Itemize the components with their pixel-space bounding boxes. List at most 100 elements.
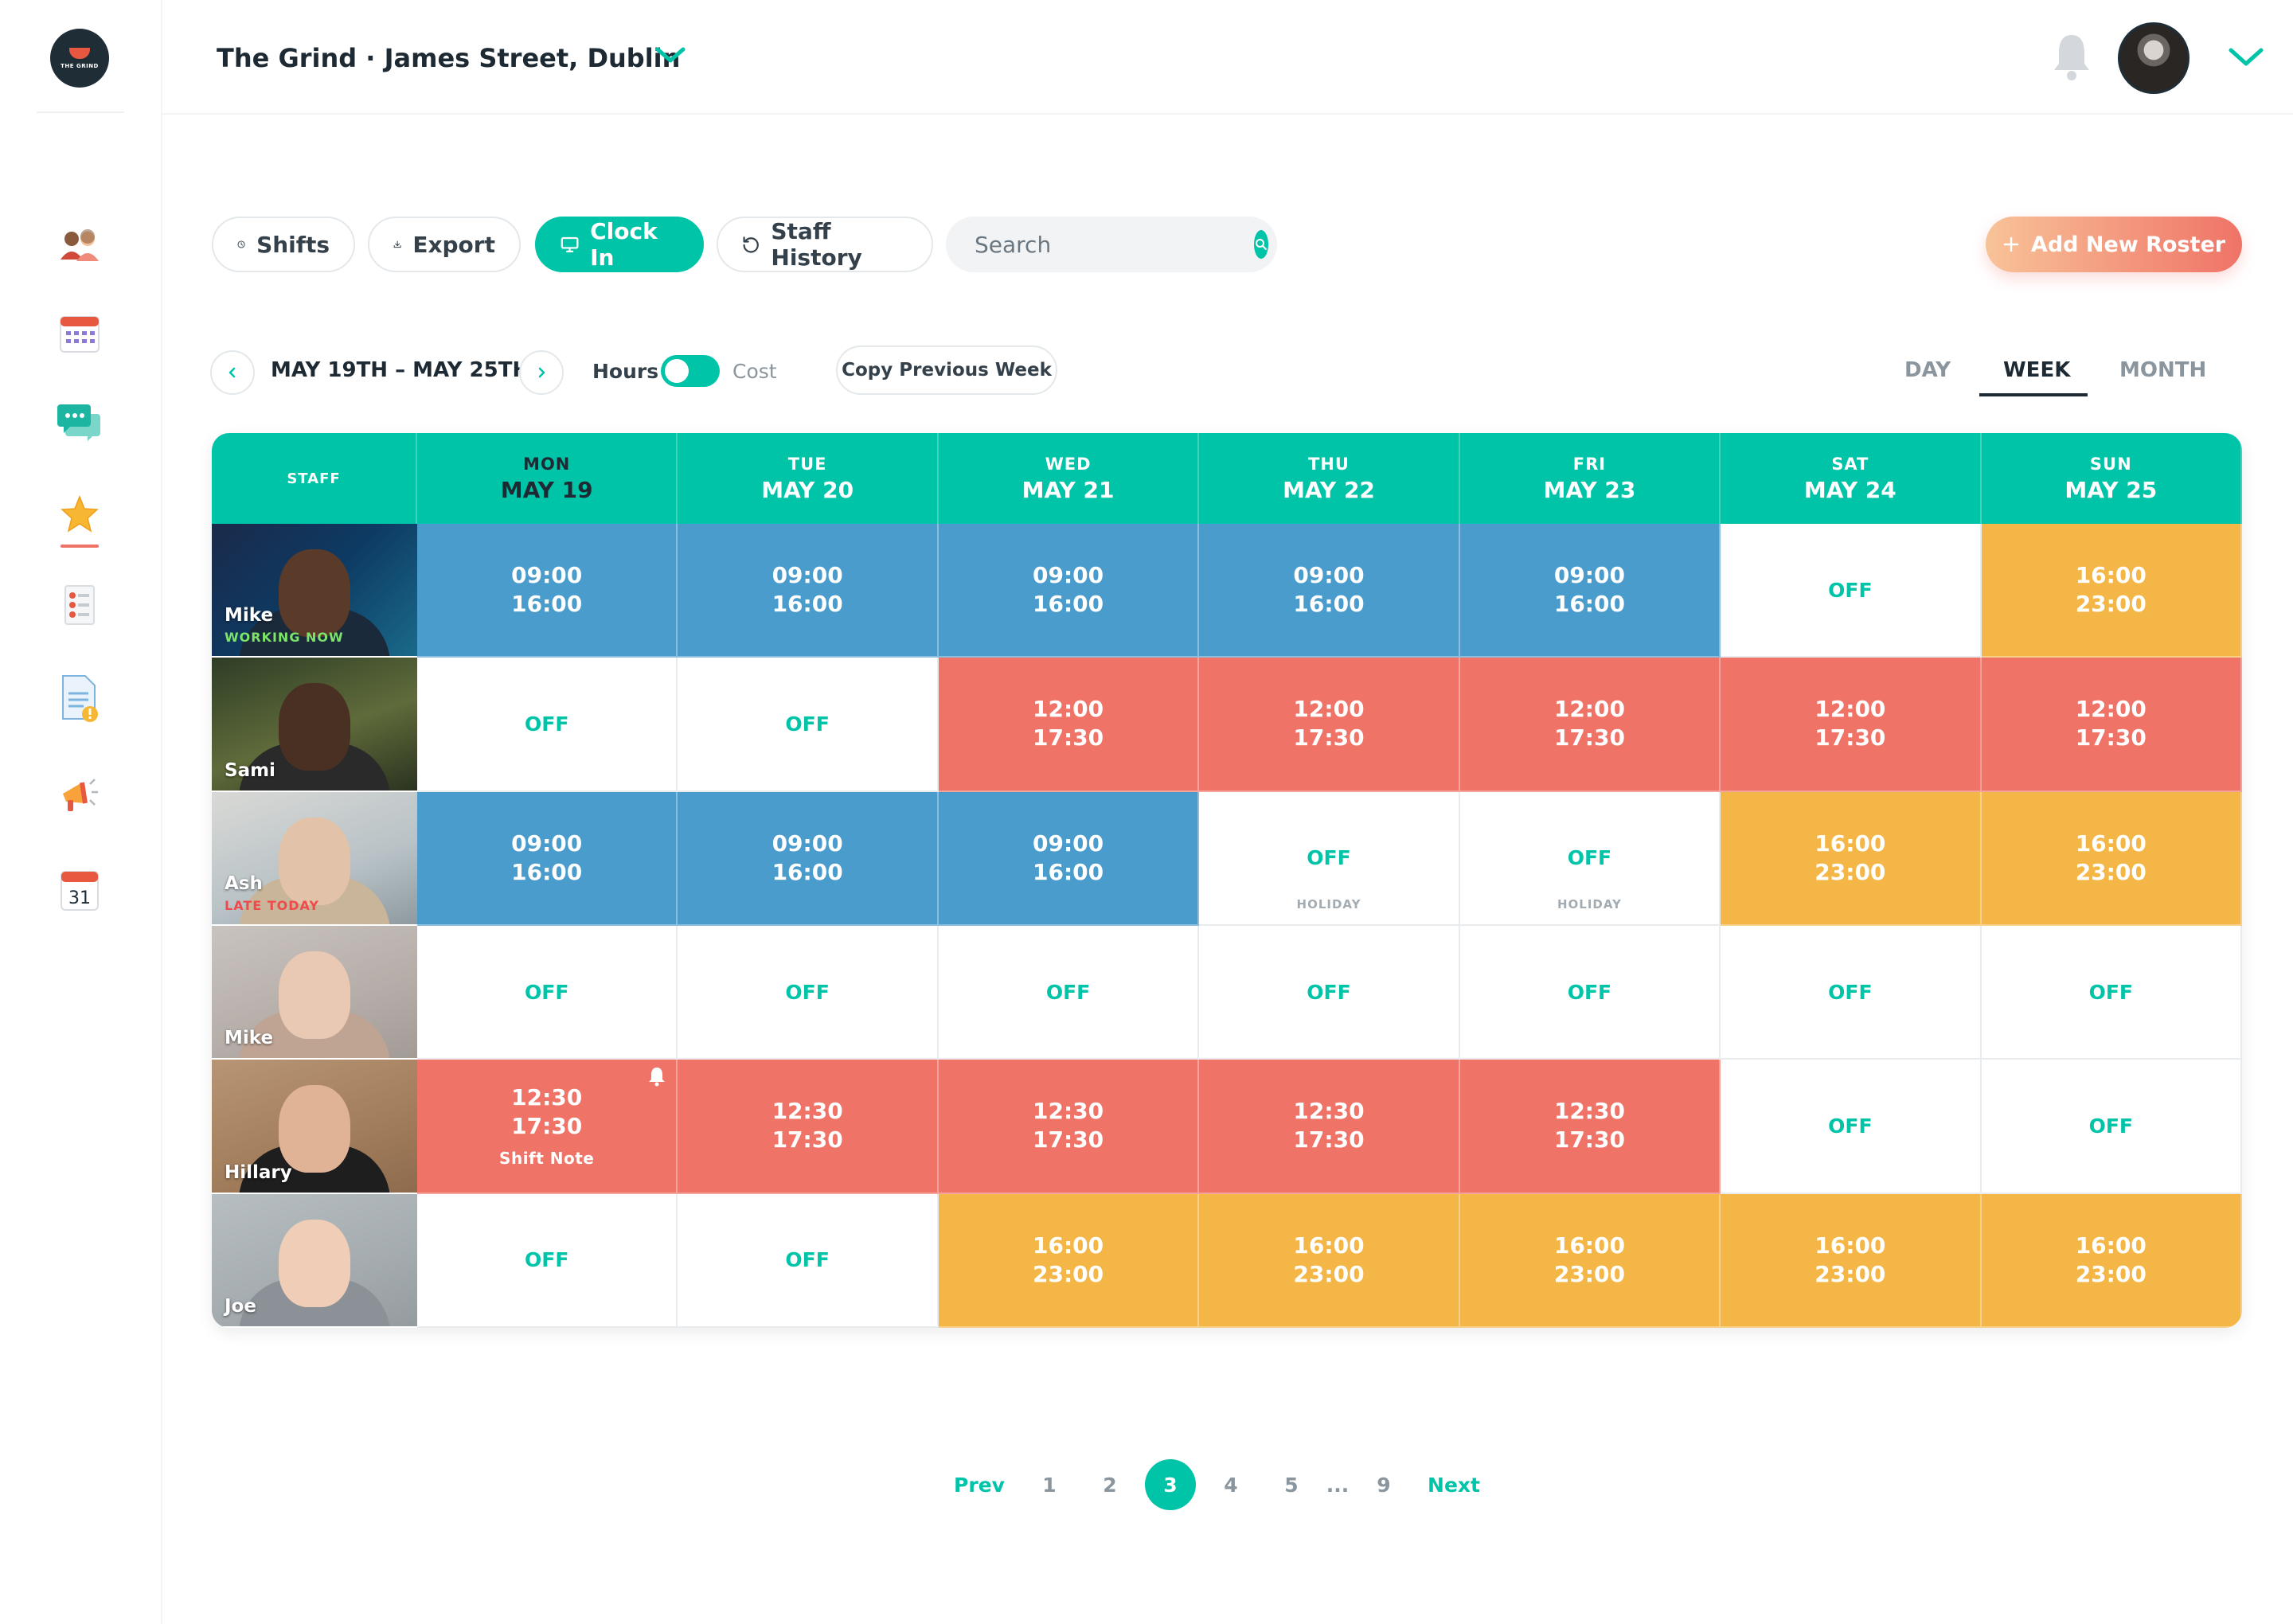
pagination-next[interactable]: Next — [1428, 1473, 1480, 1497]
staff-row-header[interactable]: Hillary — [212, 1060, 417, 1194]
sidebar-item-checklist[interactable] — [56, 583, 104, 627]
staff-row-header[interactable]: Ash LATE TODAY — [212, 791, 417, 926]
export-button[interactable]: Export — [368, 217, 521, 272]
shift-cell[interactable]: 09:00 16:00 — [417, 791, 678, 926]
sidebar-item-date[interactable]: 31 — [56, 868, 104, 912]
staff-row-header[interactable]: Mike WORKING NOW — [212, 524, 417, 658]
view-tab-day[interactable]: DAY — [1904, 358, 1951, 382]
shift-cell-off[interactable]: OFF — [678, 925, 939, 1060]
shift-cell[interactable]: 09:00 16:00 — [938, 791, 1200, 926]
shift-cell-off[interactable]: OFF — [1981, 1060, 2242, 1194]
shift-cell[interactable]: 09:00 16:00 — [1459, 524, 1721, 658]
user-avatar[interactable] — [2118, 22, 2189, 94]
search-input[interactable] — [973, 230, 1254, 259]
pagination-page-1[interactable]: 1 — [1042, 1473, 1057, 1497]
shift-cell[interactable]: 09:00 16:00 — [938, 524, 1200, 658]
staff-photo-head — [279, 683, 350, 771]
view-tab-month[interactable]: MONTH — [2119, 358, 2207, 382]
sidebar-item-staff[interactable] — [56, 223, 104, 267]
sidebar: THE GRIND — [0, 0, 162, 1624]
shift-cell[interactable]: 16:00 23:00 — [938, 1193, 1200, 1328]
pagination-prev[interactable]: Prev — [954, 1473, 1005, 1497]
shift-cell[interactable]: 16:00 23:00 — [1981, 524, 2242, 658]
shift-cell[interactable]: 12:30 17:30 — [1199, 1060, 1460, 1194]
staff-photo — [212, 791, 417, 924]
sidebar-item-announcements[interactable] — [56, 774, 104, 818]
view-tab-week[interactable]: WEEK — [2003, 358, 2071, 382]
brand-logo[interactable]: THE GRIND — [50, 29, 109, 88]
shift-cell[interactable]: 16:00 23:00 — [1721, 1193, 1982, 1328]
shifts-button[interactable]: Shifts — [212, 217, 355, 272]
off-label: OFF — [1567, 980, 1612, 1004]
shift-cell-off[interactable]: OFF HOLIDAY — [1459, 791, 1721, 926]
shift-cell-off[interactable]: OFF — [678, 658, 939, 792]
shift-cell[interactable]: 16:00 23:00 — [1199, 1193, 1460, 1328]
shift-end-time: 16:00 — [1293, 591, 1365, 618]
shift-start-time: 12:00 — [1032, 696, 1104, 723]
shift-cell[interactable]: 09:00 16:00 — [1199, 524, 1460, 658]
clock-in-button[interactable]: Clock In — [535, 217, 704, 272]
shift-cell-off[interactable]: OFF — [678, 1193, 939, 1328]
pagination-page-3[interactable]: 3 — [1145, 1459, 1196, 1510]
shift-cell[interactable]: 12:00 17:30 — [1981, 658, 2242, 792]
sidebar-item-calendar[interactable] — [56, 310, 104, 355]
staff-history-button[interactable]: Staff History — [717, 217, 933, 272]
staff-row-header[interactable]: Sami — [212, 658, 417, 792]
shift-cell-off[interactable]: OFF — [417, 658, 678, 792]
day-header-dow: THU — [1308, 454, 1350, 474]
shift-cell-off[interactable]: OFF — [1721, 524, 1982, 658]
next-week-button[interactable] — [519, 350, 564, 395]
shift-cell-off[interactable]: OFF — [1721, 925, 1982, 1060]
shift-cell-off[interactable]: OFF — [1721, 1060, 1982, 1194]
shift-cell[interactable]: 12:00 17:30 — [938, 658, 1200, 792]
day-header-sat: SAT MAY 24 — [1721, 433, 1982, 524]
staff-photo — [212, 524, 417, 657]
staff-row-header[interactable]: Joe — [212, 1193, 417, 1328]
shift-cell[interactable]: 09:00 16:00 — [417, 524, 678, 658]
shift-cell[interactable]: 09:00 16:00 — [678, 524, 939, 658]
previous-week-button[interactable] — [210, 350, 255, 395]
shift-cell[interactable]: 12:30 17:30 — [938, 1060, 1200, 1194]
pagination-page-5[interactable]: 5 — [1284, 1473, 1299, 1497]
profile-dropdown-chevron[interactable] — [2226, 43, 2266, 73]
shift-cell[interactable]: 16:00 23:00 — [1981, 791, 2242, 926]
shift-cell-off[interactable]: OFF — [1199, 925, 1460, 1060]
pagination: Prev 1 2 3 4 5... 9 Next — [939, 1457, 1494, 1513]
copy-previous-week-button[interactable]: Copy Previous Week — [836, 345, 1057, 395]
sidebar-item-messages[interactable] — [56, 400, 104, 444]
shift-cell[interactable]: 12:00 17:30 — [1721, 658, 1982, 792]
shift-cell[interactable]: 16:00 23:00 — [1459, 1193, 1721, 1328]
pagination-page-2[interactable]: 2 — [1103, 1473, 1117, 1497]
shift-cell[interactable]: 12:30 17:30 Shift Note — [417, 1060, 678, 1194]
search-button[interactable] — [1254, 230, 1268, 259]
staff-name: Joe — [225, 1295, 256, 1317]
pagination-page-9[interactable]: 9 — [1377, 1473, 1391, 1497]
pagination-ellipsis: ... — [1326, 1473, 1350, 1497]
sidebar-item-favourites[interactable] — [56, 492, 104, 537]
shift-cell[interactable]: 09:00 16:00 — [678, 791, 939, 926]
shift-cell[interactable]: 12:30 17:30 — [678, 1060, 939, 1194]
hours-cost-toggle[interactable] — [661, 355, 720, 387]
shift-cell-off[interactable]: OFF — [1459, 925, 1721, 1060]
shift-cell-off[interactable]: OFF — [417, 1193, 678, 1328]
shift-cell-off[interactable]: OFF HOLIDAY — [1199, 791, 1460, 926]
shift-cell[interactable]: 12:00 17:30 — [1199, 658, 1460, 792]
shift-cell-off[interactable]: OFF — [938, 925, 1200, 1060]
shift-end-time: 17:30 — [1293, 724, 1365, 751]
shift-cell[interactable]: 12:00 17:30 — [1459, 658, 1721, 792]
add-new-roster-label: Add New Roster — [2030, 232, 2226, 257]
staff-row-header[interactable]: Mike — [212, 925, 417, 1060]
add-new-roster-button[interactable]: Add New Roster — [1986, 217, 2242, 272]
shift-cell-off[interactable]: OFF — [1981, 925, 2242, 1060]
shift-cell[interactable]: 16:00 23:00 — [1721, 791, 1982, 926]
shift-cell[interactable]: 12:30 17:30 — [1459, 1060, 1721, 1194]
pagination-page-4[interactable]: 4 — [1224, 1473, 1238, 1497]
sidebar-item-documents[interactable] — [56, 675, 104, 722]
shift-end-time: 17:30 — [1293, 1126, 1365, 1154]
venue-dropdown-chevron[interactable] — [653, 43, 688, 70]
notifications-button[interactable] — [2049, 32, 2094, 86]
venue-selector-label[interactable]: The Grind · James Street, Dublin — [217, 43, 681, 73]
shift-cell[interactable]: 16:00 23:00 — [1981, 1193, 2242, 1328]
off-label: OFF — [525, 712, 569, 736]
shift-cell-off[interactable]: OFF — [417, 925, 678, 1060]
